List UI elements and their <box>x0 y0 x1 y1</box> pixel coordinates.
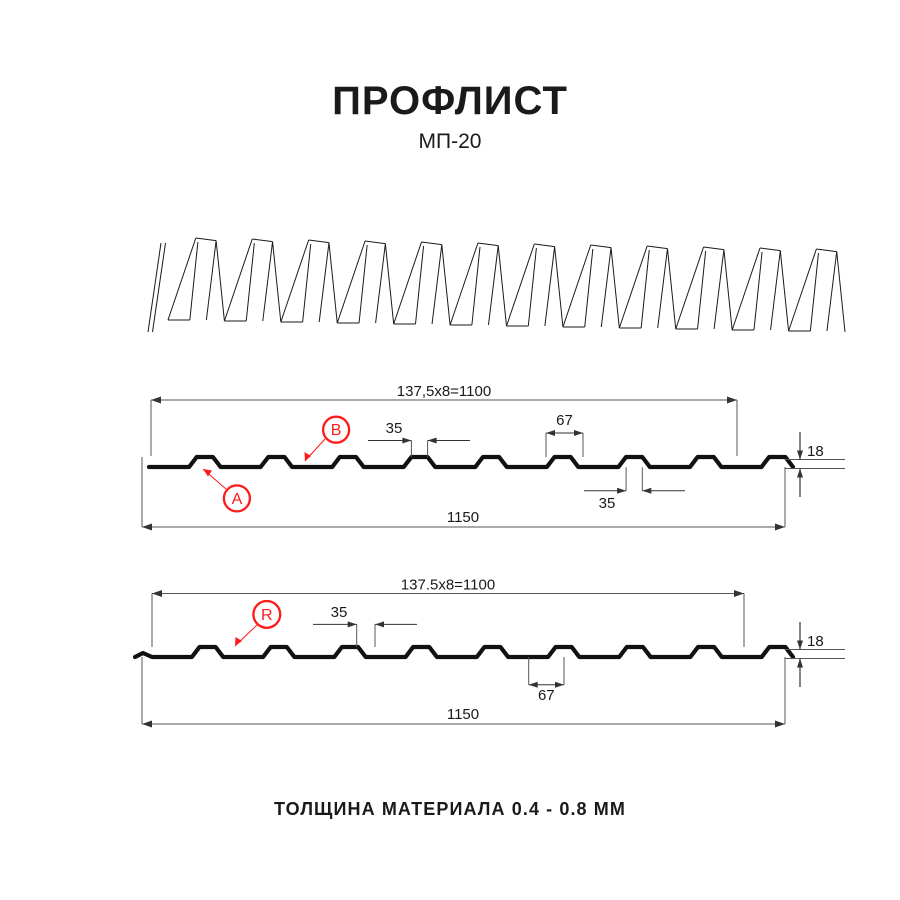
svg-text:67: 67 <box>538 687 555 704</box>
svg-text:R: R <box>261 607 273 624</box>
svg-text:1150: 1150 <box>447 706 479 723</box>
svg-text:137.5x8=1100: 137.5x8=1100 <box>401 577 495 594</box>
svg-text:35: 35 <box>331 604 348 621</box>
svg-text:18: 18 <box>807 633 824 650</box>
